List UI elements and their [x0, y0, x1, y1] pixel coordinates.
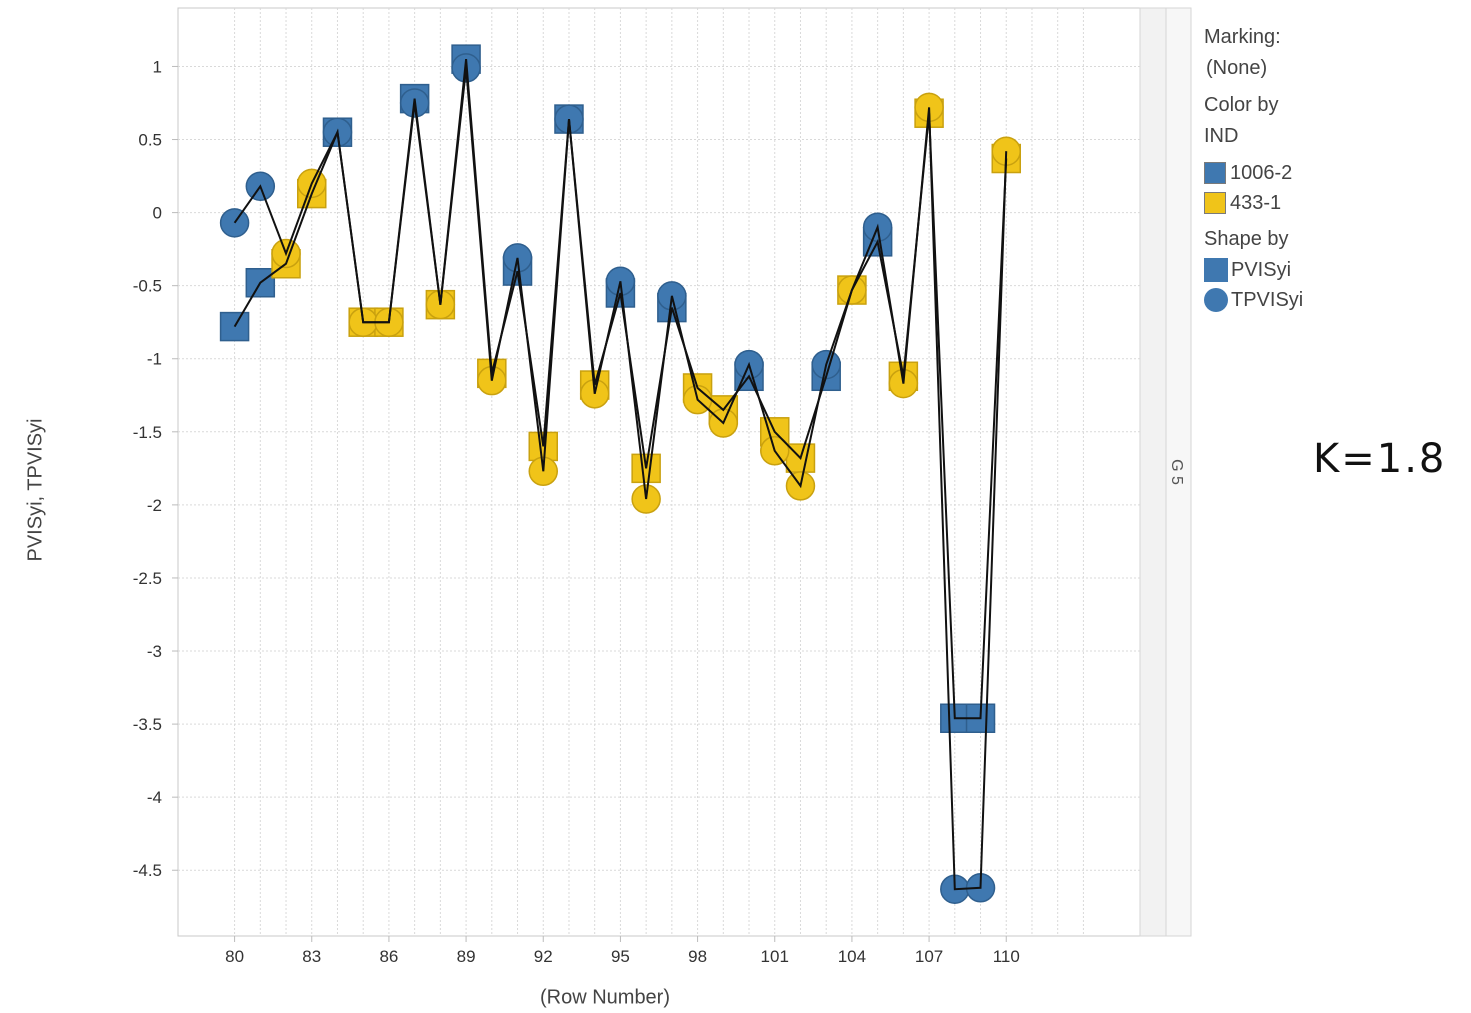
x-tick-label: 101 — [761, 947, 789, 966]
trellis-panel-strip — [1139, 7, 1167, 937]
legend-label-pvisyi: PVISyi — [1231, 258, 1292, 281]
x-tick-label: 98 — [688, 947, 707, 966]
color-by-title: Color by — [1204, 94, 1279, 116]
circle-point — [219, 208, 250, 238]
panel-label: G 5 — [1168, 459, 1185, 485]
color-by-field: IND — [1204, 125, 1239, 147]
legend-panel: Marking: (None) Color by IND 1006-2 433-… — [1204, 22, 1303, 315]
y-tick-label: 0 — [153, 204, 162, 223]
square-icon — [1204, 258, 1228, 282]
x-tick-label: 107 — [915, 947, 943, 966]
x-tick-label: 95 — [611, 947, 630, 966]
x-axis-label: (Row Number) — [539, 986, 671, 1009]
y-tick-label: -1 — [147, 350, 162, 369]
marking-title: Marking: — [1204, 26, 1281, 48]
x-tick-label: 83 — [302, 947, 321, 966]
x-tick-label: 104 — [838, 947, 866, 966]
legend-label-433-1: 433-1 — [1230, 191, 1282, 214]
x-tick-label: 80 — [225, 947, 244, 966]
y-tick-label: -4.5 — [133, 861, 162, 880]
y-tick-label: -0.5 — [133, 277, 162, 296]
legend-label-tpvisyi: TPVISyi — [1231, 288, 1304, 311]
color-swatch-433-1 — [1204, 192, 1226, 214]
y-tick-label: 1 — [153, 57, 162, 76]
y-tick-label: -2 — [147, 496, 162, 515]
x-tick-label: 89 — [457, 947, 476, 966]
legend-item-433-1[interactable]: 433-1 — [1204, 188, 1303, 218]
y-tick-label: -2.5 — [133, 569, 162, 588]
grid-lines — [172, 8, 1140, 942]
series-line-tpvisyi — [233, 67, 1008, 891]
x-tick-label: 110 — [993, 947, 1020, 966]
legend-item-1006-2[interactable]: 1006-2 — [1204, 158, 1303, 188]
trellis-header-strip — [1165, 7, 1192, 937]
k-value-annotation: K=1.8 — [1313, 436, 1447, 482]
legend-item-tpvisyi[interactable]: TPVISyi — [1204, 285, 1303, 315]
color-swatch-1006-2 — [1204, 162, 1226, 184]
y-axis-label: PVISyi, TPVISyi — [24, 418, 47, 562]
x-tick-label: 92 — [534, 947, 553, 966]
shape-by-title: Shape by — [1204, 228, 1289, 250]
y-tick-label: -1.5 — [133, 423, 162, 442]
series-lines — [233, 58, 1008, 891]
marking-value[interactable]: (None) — [1206, 57, 1268, 79]
circle-icon — [1204, 288, 1228, 312]
legend-label-1006-2: 1006-2 — [1230, 161, 1293, 184]
y-tick-label: -4 — [147, 788, 162, 807]
x-tick-label: 86 — [379, 947, 398, 966]
legend-item-pvisyi[interactable]: PVISyi — [1204, 255, 1303, 285]
y-tick-label: -3 — [147, 642, 162, 661]
y-tick-labels: 1 0.5 0 -0.5 -1 -1.5 -2 -2.5 -3 -3.5 -4 -4.5 — [133, 57, 162, 880]
y-tick-label: 0.5 — [138, 131, 162, 150]
x-tick-labels: 80 83 86 89 92 95 98 101 104 107 110 — [225, 947, 1020, 966]
y-tick-label: -3.5 — [133, 715, 162, 734]
